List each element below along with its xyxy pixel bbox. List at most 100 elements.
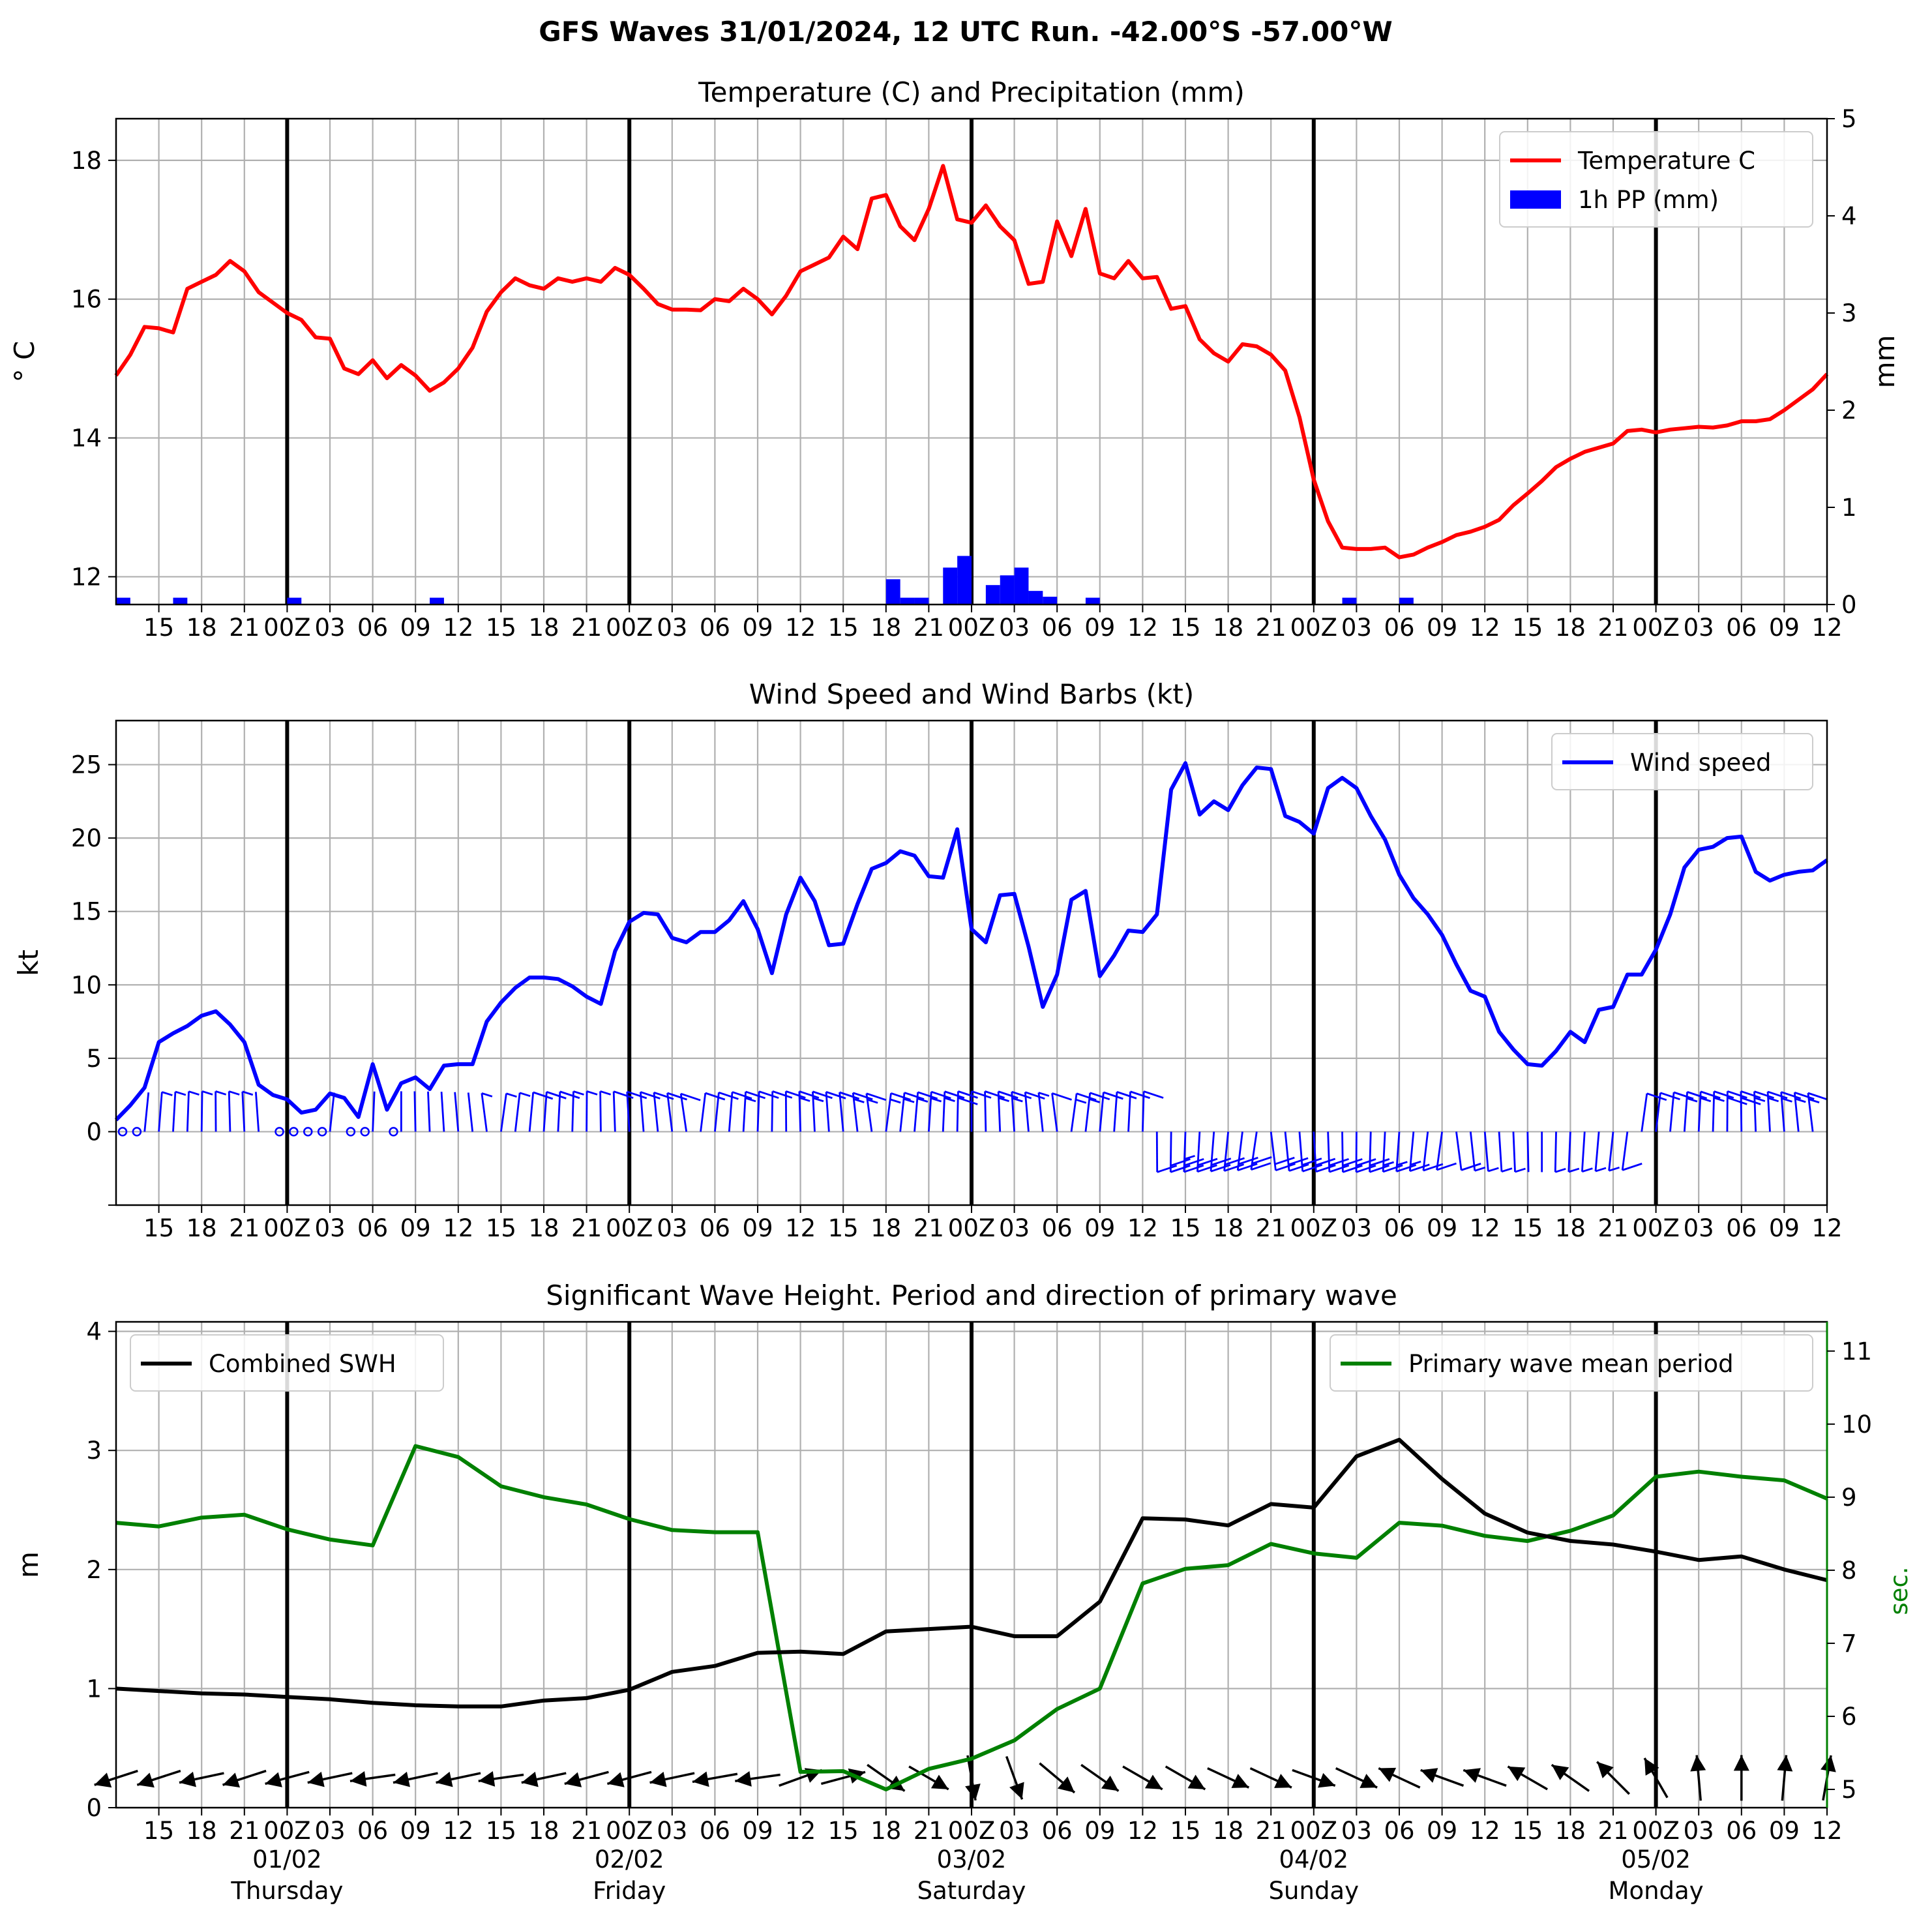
wind-barb [372, 1091, 376, 1132]
wave-direction-arrow-head [564, 1772, 582, 1787]
wind-barb-feather [1342, 1158, 1363, 1167]
precip-bar [957, 556, 972, 605]
wind-barb-feather [1382, 1164, 1403, 1173]
wind-barb-feather [559, 1090, 580, 1099]
wind-barb-feather [201, 1090, 213, 1096]
x-tick-label: 15 [143, 614, 174, 642]
legend: Temperature C 1h PP (mm) [1499, 131, 1813, 228]
x-tick-label: 18 [186, 1214, 217, 1242]
x-tick-label: 00Z [263, 614, 310, 642]
wind-barb-feather [1727, 1090, 1747, 1099]
wind-barb [1568, 1131, 1571, 1173]
precip-bar [1043, 597, 1058, 605]
wave-direction-arrow-head [1777, 1755, 1793, 1772]
x-tick-label: 03 [657, 1817, 687, 1845]
x-tick-label: 09 [400, 1817, 431, 1845]
y2-tick-label: 6 [1841, 1703, 1857, 1731]
wind-barb-feather [1274, 1156, 1295, 1165]
x-tick-label: 15 [486, 1214, 516, 1242]
x-tick-label: 21 [229, 614, 260, 642]
legend: Wind speed [1551, 733, 1813, 790]
y2-tick-label: 1 [1841, 494, 1857, 522]
calm-circle [132, 1127, 142, 1137]
wind-barb-feather [640, 1091, 661, 1099]
wind-barb-feather [1011, 1097, 1023, 1103]
wind-barb-feather [1184, 1155, 1195, 1160]
x-tick-label: 00Z [1290, 1214, 1337, 1242]
x-tick-label: 12 [785, 1817, 816, 1845]
x-tick-label: 03 [999, 1817, 1030, 1845]
precip-bar [1028, 591, 1043, 605]
x-tick-label: 18 [1555, 1817, 1586, 1845]
wave-direction-arrow-head [1318, 1772, 1335, 1788]
wave-direction-arrow-head [265, 1772, 282, 1787]
y-tick-label: 10 [71, 971, 102, 999]
panel-title: Significant Wave Height. Period and dire… [546, 1279, 1397, 1311]
wind-barb-feather [215, 1090, 227, 1096]
x-tick-label: 03 [1341, 614, 1372, 642]
wind-barb-feather [1487, 1167, 1499, 1173]
calm-circle [389, 1127, 398, 1137]
wind-barb-feather [1609, 1166, 1620, 1172]
wave-direction-arrow-head [1231, 1774, 1249, 1788]
y-tick-label: 0 [86, 1794, 102, 1822]
wind-barb [728, 1092, 734, 1132]
x-tick-label: 09 [1769, 614, 1800, 642]
wind-barb [186, 1091, 190, 1132]
wave-direction-arrow-head [1821, 1755, 1836, 1772]
panel-3: Significant Wave Height. Period and dire… [12, 1279, 1913, 1905]
wind-barb-feather [1423, 1163, 1444, 1172]
x-tick-label: 18 [870, 1214, 901, 1242]
wave-direction-arrow-head [307, 1771, 325, 1787]
wind-barb-feather [506, 1092, 517, 1098]
x-tick-label: 18 [186, 614, 217, 642]
wind-barb-feather [839, 1091, 860, 1100]
x-tick-label: 18 [528, 1214, 559, 1242]
x-tick-label: 21 [914, 614, 944, 642]
x-tick-label: 21 [229, 1214, 260, 1242]
wind-barb-feather [1183, 1164, 1204, 1173]
wind-barb-feather [1461, 1163, 1481, 1171]
wind-barb-feather [1076, 1092, 1097, 1101]
wind-barb [679, 1093, 688, 1132]
wave-direction-arrow-head [179, 1771, 196, 1787]
x-tick-label: 06 [357, 1214, 388, 1242]
wind-barb [1113, 1092, 1118, 1132]
wave-direction-arrow-head [1508, 1766, 1526, 1782]
x-tick-label: 00Z [1632, 1214, 1679, 1242]
wind-barb [956, 1091, 959, 1132]
wind-barb-feather [917, 1098, 929, 1103]
plot-frame [115, 117, 1828, 606]
x-tick-label: 06 [357, 614, 388, 642]
wind-barb-feather [1410, 1160, 1421, 1166]
x-tick-label: 21 [1598, 1214, 1628, 1242]
wind-barb-feather [745, 1090, 766, 1099]
wave-direction-arrow-head [1551, 1765, 1569, 1780]
wave-direction-arrow-head [1360, 1774, 1378, 1788]
x-tick-label: 21 [571, 614, 602, 642]
precip-bar [1399, 597, 1414, 605]
wind-barb [1469, 1131, 1476, 1171]
wind-barb-feather [1157, 1165, 1178, 1173]
wind-barb-feather [732, 1091, 752, 1099]
wind-barb-feather [1011, 1090, 1032, 1099]
wind-barb-feather [903, 1098, 915, 1103]
x-tick-label: 03 [1684, 1817, 1714, 1845]
wind-barb [158, 1092, 163, 1132]
y-tick-label: 16 [71, 286, 102, 314]
wind-barb-feather [1225, 1157, 1245, 1166]
wind-barb-feather [1089, 1098, 1101, 1103]
wind-barb [639, 1092, 645, 1132]
wind-barb-feather [825, 1091, 846, 1099]
swh-line [115, 1437, 1828, 1709]
y-tick-label: 15 [71, 898, 102, 926]
legend-box [1499, 131, 1813, 228]
wind-barb-feather [1315, 1158, 1336, 1167]
wind-barb-feather [667, 1092, 687, 1101]
y2-tick-label: 4 [1841, 202, 1857, 230]
precip-bar [985, 585, 1000, 605]
x-tick-label: 12 [785, 614, 816, 642]
legend-label: Temperature C [1577, 147, 1755, 175]
x-tick-label: 00Z [948, 1214, 995, 1242]
wind-barb-feather [1315, 1164, 1336, 1173]
